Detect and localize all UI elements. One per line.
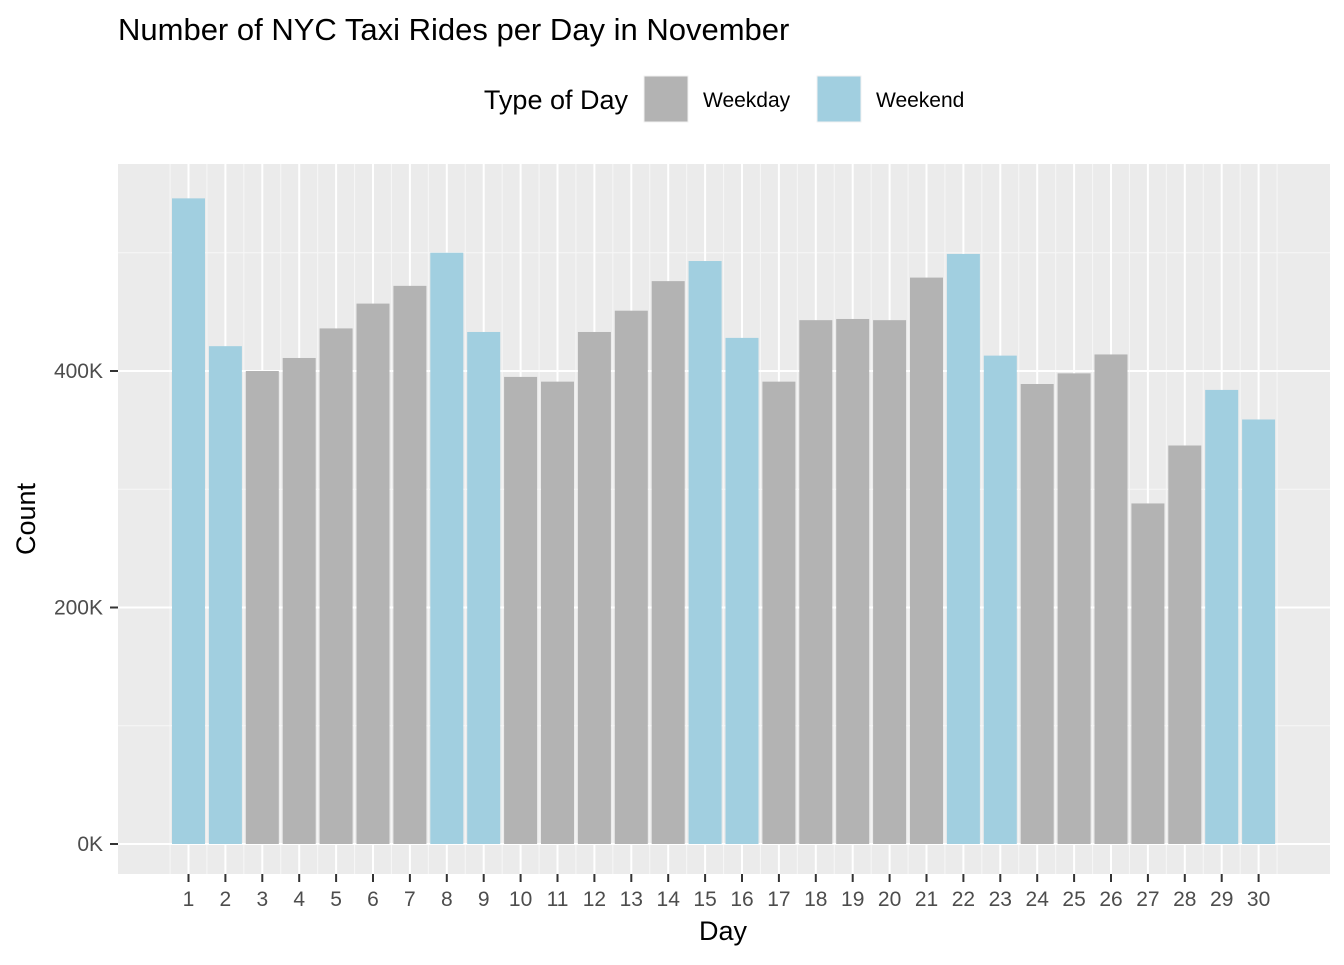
bar-day-9 — [467, 331, 501, 844]
x-tick-label: 23 — [989, 888, 1012, 911]
x-tick-label: 11 — [547, 888, 569, 911]
bar-day-28 — [1168, 445, 1202, 844]
x-tick-label: 5 — [330, 888, 342, 911]
bar-day-10 — [504, 376, 538, 844]
legend: Type of Day Weekday Weekend — [484, 75, 964, 123]
x-axis: 1 2 3 4 5 6 7 8 9 10 11 12 13 14 15 16 17 18 19 20 21 22 23 24 2… — [183, 874, 1270, 911]
bar-day-19 — [836, 318, 870, 845]
bars — [172, 198, 1276, 845]
chart-title: Number of NYC Taxi Rides per Day in Nove… — [118, 12, 789, 47]
bar-day-24 — [1020, 384, 1054, 844]
x-tick-label: 13 — [620, 888, 643, 911]
x-tick-label: 20 — [878, 888, 901, 911]
legend-key-weekday — [643, 75, 689, 123]
x-tick-label: 22 — [952, 888, 975, 911]
x-axis-label: Day — [699, 916, 748, 946]
bar-day-15 — [688, 261, 722, 845]
x-tick-label: 28 — [1173, 888, 1196, 911]
x-tick-label: 24 — [1026, 888, 1050, 911]
y-axis: 0K 200K 400K — [54, 360, 118, 856]
bar-day-16 — [725, 337, 759, 844]
x-tick-label: 26 — [1099, 888, 1122, 911]
legend-key-weekend — [816, 75, 862, 123]
x-tick-label: 2 — [220, 888, 232, 911]
bar-day-8 — [430, 252, 464, 844]
x-tick-label: 19 — [841, 888, 864, 911]
bar-day-7 — [393, 285, 427, 844]
bar-day-25 — [1057, 373, 1091, 844]
bar-day-23 — [983, 355, 1017, 844]
y-axis-label: Count — [11, 482, 41, 555]
x-tick-label: 9 — [478, 888, 490, 911]
x-tick-label: 7 — [404, 888, 416, 911]
x-tick-label: 3 — [256, 888, 268, 911]
x-tick-label: 21 — [915, 888, 938, 911]
bar-day-13 — [614, 310, 648, 844]
bar-day-1 — [172, 198, 205, 845]
bar-day-6 — [356, 303, 390, 844]
bar-day-4 — [282, 357, 316, 844]
y-tick-label: 200K — [54, 597, 103, 620]
x-tick-label: 18 — [804, 888, 827, 911]
bar-day-21 — [910, 277, 943, 844]
bar-day-27 — [1131, 503, 1165, 844]
x-tick-label: 29 — [1210, 888, 1233, 911]
x-tick-label: 8 — [441, 888, 453, 911]
bar-day-20 — [873, 320, 907, 845]
legend-title: Type of Day — [484, 85, 629, 115]
bar-day-30 — [1242, 419, 1276, 844]
bar-day-2 — [208, 346, 242, 844]
x-tick-label: 27 — [1136, 888, 1159, 911]
minor-gridlines — [118, 164, 1330, 874]
bar-day-17 — [762, 381, 796, 844]
bar-day-22 — [946, 253, 980, 844]
bar-day-26 — [1094, 354, 1128, 844]
x-tick-label: 30 — [1247, 888, 1270, 911]
y-tick-label: 0K — [77, 833, 103, 856]
x-tick-label: 15 — [693, 888, 716, 911]
x-tick-label: 1 — [183, 888, 195, 911]
legend-label-weekend: Weekend — [876, 89, 964, 112]
legend-label-weekday: Weekday — [703, 89, 791, 112]
x-tick-label: 16 — [730, 888, 753, 911]
x-tick-label: 12 — [583, 888, 606, 911]
x-tick-label: 10 — [509, 888, 532, 911]
bar-day-11 — [541, 381, 574, 844]
bar-day-18 — [799, 320, 833, 845]
x-tick-label: 4 — [293, 888, 305, 911]
x-tick-label: 25 — [1062, 888, 1085, 911]
bar-day-5 — [319, 328, 353, 844]
y-tick-label: 400K — [54, 360, 103, 383]
bar-day-29 — [1205, 389, 1239, 844]
x-tick-label: 17 — [767, 888, 790, 911]
x-tick-label: 14 — [657, 888, 681, 911]
bar-day-14 — [651, 281, 685, 844]
bar-day-12 — [577, 331, 611, 844]
x-tick-label: 6 — [367, 888, 379, 911]
bar-day-3 — [245, 371, 279, 844]
